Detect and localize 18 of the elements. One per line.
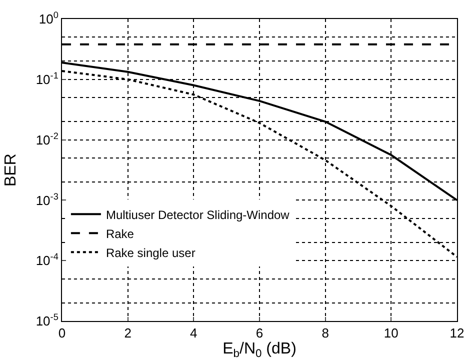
y-tick-label: 10$^{-5}$ [36, 312, 58, 329]
y-tick-label: 10$^{-4}$ [36, 252, 58, 268]
y-tick-label: 10$^{0}$ [38, 10, 58, 27]
y-tick-label: 10$^{-2}$ [36, 130, 58, 148]
x-tick-label: 12 [450, 326, 464, 341]
y-tick-label: 10$^{-1}$ [36, 70, 58, 87]
x-tick-label: 8 [322, 326, 329, 341]
x-tick-label: 10 [384, 326, 398, 341]
x-tick-label: 0 [58, 326, 66, 341]
legend-label: Rake single user [106, 246, 196, 260]
x-tick-label: 6 [256, 326, 264, 341]
y-tick-label: 10$^{-3}$ [36, 191, 58, 208]
legend-label: Rake [106, 226, 134, 241]
x-tick-label: 2 [124, 326, 132, 341]
x-axis-title: E$_{b}$/N$_{0}$ (dB) [222, 340, 296, 360]
legend-label: Multiuser Detector Sliding-Window [106, 208, 290, 222]
y-axis-title: BER [2, 154, 20, 186]
x-tick-label: 4 [190, 326, 198, 341]
